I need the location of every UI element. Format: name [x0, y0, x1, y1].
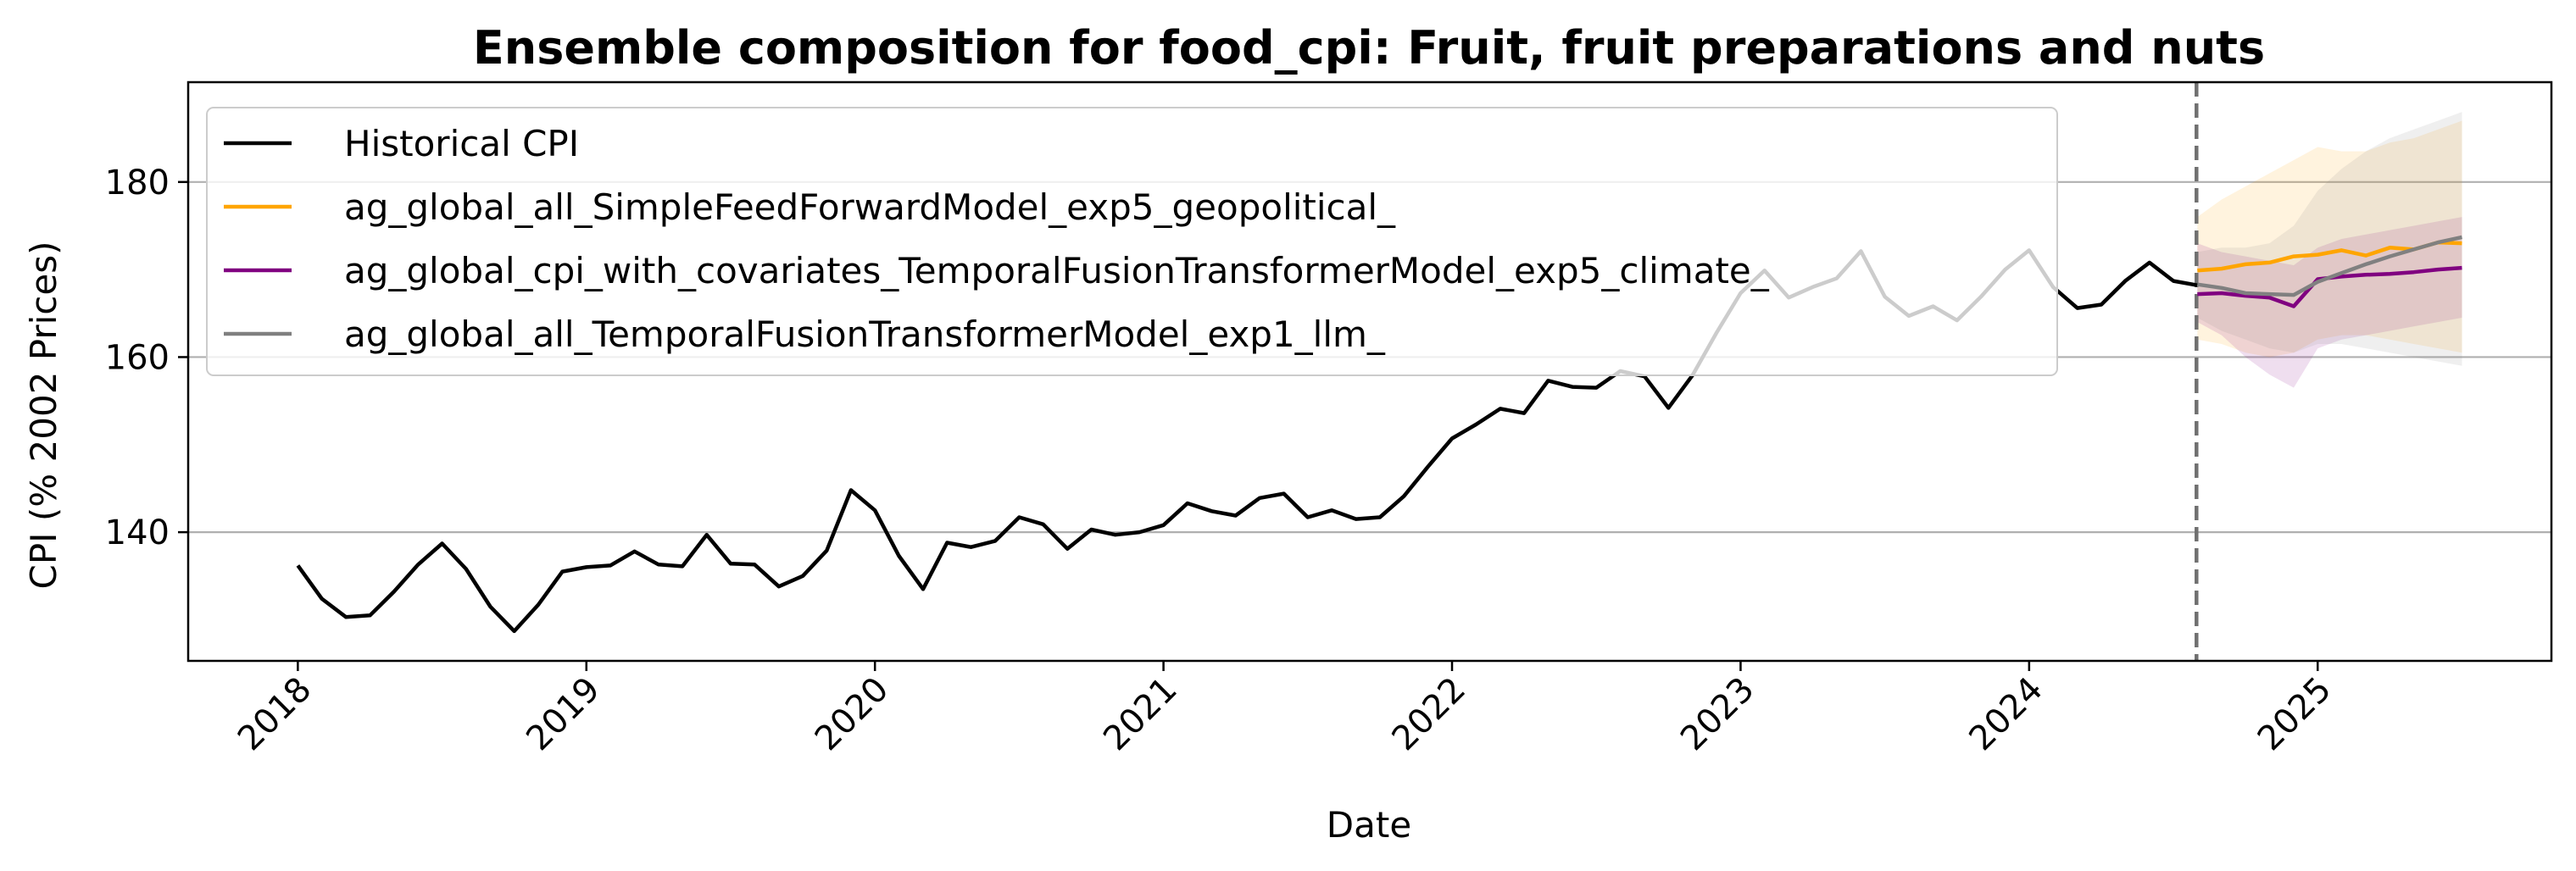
confidence-bands	[2197, 112, 2462, 388]
x-tick-label: 2025	[2251, 670, 2340, 759]
confidence-band	[2197, 112, 2462, 366]
legend: Historical CPI ag_global_all_SimpleFeedFo…	[206, 107, 2058, 376]
legend-entry: ag_global_cpi_with_covariates_TemporalFu…	[344, 250, 1770, 291]
x-axis-label: Date	[1327, 804, 1411, 846]
x-tick-label: 2022	[1385, 670, 1474, 759]
x-tick-label: 2020	[808, 670, 897, 759]
plot-frame	[186, 80, 2553, 663]
x-tick-label: 2021	[1096, 670, 1185, 759]
legend-entry: ag_global_all_TemporalFusionTransformerM…	[344, 313, 1386, 355]
y-tick-label: 180	[105, 164, 170, 202]
x-tick-label: 2018	[231, 670, 320, 759]
chart-title: Ensemble composition for food_cpi: Fruit…	[473, 21, 2265, 75]
x-tick-label: 2024	[1961, 670, 2050, 759]
y-tick-label: 140	[105, 513, 170, 552]
series-line	[2196, 235, 2462, 297]
confidence-band	[2197, 217, 2462, 388]
x-tick-label: 2023	[1673, 670, 1762, 759]
legend-entry: Historical CPI	[344, 123, 579, 164]
x-tick-label: 2019	[519, 670, 608, 759]
y-tick-label: 160	[105, 338, 170, 377]
y-axis-label: CPI (% 2002 Prices)	[23, 241, 64, 590]
legend-box	[206, 107, 2058, 376]
legend-entry: ag_global_all_SimpleFeedForwardModel_exp…	[344, 186, 1396, 228]
